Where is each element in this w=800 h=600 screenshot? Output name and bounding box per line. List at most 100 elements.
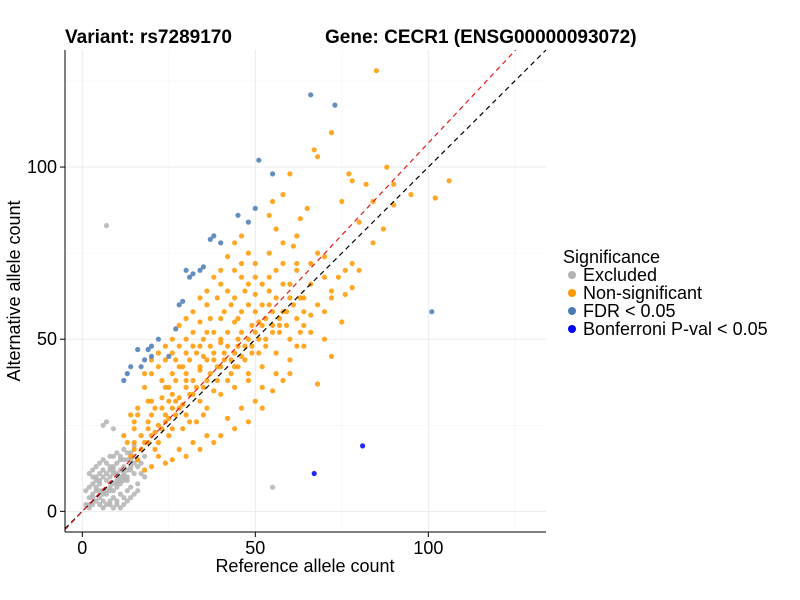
legend-label: Non-significant xyxy=(583,283,702,303)
point-non-significant xyxy=(135,412,141,418)
y-tick-label: 0 xyxy=(47,501,57,521)
point-fdr-0-05 xyxy=(173,326,179,332)
point-non-significant xyxy=(218,391,224,397)
point-non-significant xyxy=(304,205,310,211)
point-fdr-0-05 xyxy=(180,298,186,304)
point-non-significant xyxy=(266,302,272,308)
point-non-significant xyxy=(124,439,130,446)
point-non-significant xyxy=(211,274,217,280)
point-non-significant xyxy=(263,343,269,349)
point-non-significant xyxy=(211,350,217,356)
point-excluded xyxy=(121,501,127,508)
point-excluded xyxy=(138,460,144,466)
point-non-significant xyxy=(252,274,258,280)
point-non-significant xyxy=(349,260,355,267)
point-non-significant xyxy=(276,322,283,328)
point-non-significant xyxy=(280,240,286,246)
point-non-significant xyxy=(263,336,269,342)
point-fdr-0-05 xyxy=(190,271,196,277)
point-fdr-0-05 xyxy=(148,353,155,359)
point-non-significant xyxy=(162,412,168,418)
point-non-significant xyxy=(245,302,251,308)
chart-title-variant: Variant: rs7289170 xyxy=(65,27,232,48)
y-axis-title: Alternative allele count xyxy=(4,200,24,381)
point-non-significant xyxy=(145,419,151,425)
point-non-significant xyxy=(169,391,175,397)
point-non-significant xyxy=(232,384,238,390)
point-non-significant xyxy=(249,343,255,349)
point-excluded xyxy=(114,501,120,508)
point-non-significant xyxy=(287,336,293,342)
point-non-significant xyxy=(245,250,251,256)
point-excluded xyxy=(103,470,110,477)
point-excluded xyxy=(93,498,99,504)
point-non-significant xyxy=(321,254,328,260)
point-non-significant xyxy=(200,336,206,342)
point-excluded xyxy=(128,495,134,501)
point-excluded xyxy=(121,457,127,463)
point-non-significant xyxy=(135,405,141,411)
legend-swatch xyxy=(568,307,576,315)
point-non-significant xyxy=(297,295,303,301)
point-non-significant xyxy=(346,171,352,177)
point-non-significant xyxy=(152,429,158,435)
point-non-significant xyxy=(252,260,258,267)
point-non-significant xyxy=(169,426,175,432)
identity-line xyxy=(64,49,547,529)
point-excluded xyxy=(121,477,127,483)
point-non-significant xyxy=(321,336,328,342)
point-non-significant xyxy=(297,329,303,335)
point-non-significant xyxy=(148,371,155,377)
point-non-significant xyxy=(283,309,290,315)
point-excluded xyxy=(121,446,127,452)
point-non-significant xyxy=(256,350,262,356)
x-tick-label: 50 xyxy=(245,538,265,558)
point-excluded xyxy=(97,501,103,508)
point-excluded xyxy=(107,464,113,470)
point-non-significant xyxy=(183,377,189,384)
legend-label: FDR < 0.05 xyxy=(583,301,676,321)
point-excluded xyxy=(83,488,89,494)
point-non-significant xyxy=(245,377,251,384)
point-excluded xyxy=(135,488,141,494)
point-non-significant xyxy=(328,353,335,359)
point-non-significant xyxy=(190,439,196,446)
point-non-significant xyxy=(207,371,213,377)
point-non-significant xyxy=(252,398,258,404)
point-non-significant xyxy=(242,288,248,294)
point-excluded xyxy=(110,426,116,432)
point-non-significant xyxy=(408,192,414,198)
point-non-significant xyxy=(384,164,390,170)
fitted-ratio-line xyxy=(64,49,517,531)
point-non-significant xyxy=(290,302,296,308)
point-non-significant xyxy=(183,336,189,342)
point-excluded xyxy=(97,460,103,466)
point-non-significant xyxy=(155,453,161,459)
point-excluded xyxy=(97,477,103,483)
grid xyxy=(65,50,546,532)
point-non-significant xyxy=(183,412,189,418)
point-non-significant xyxy=(232,295,238,301)
point-non-significant xyxy=(283,322,290,328)
point-non-significant xyxy=(238,353,245,359)
point-non-significant xyxy=(315,381,321,387)
point-non-significant xyxy=(187,391,193,397)
point-non-significant xyxy=(321,274,328,280)
point-non-significant xyxy=(131,426,137,432)
point-non-significant xyxy=(249,322,255,328)
point-non-significant xyxy=(356,219,362,225)
point-non-significant xyxy=(294,260,300,267)
point-non-significant xyxy=(155,439,161,446)
point-excluded xyxy=(135,481,141,487)
point-non-significant xyxy=(221,350,227,356)
point-non-significant xyxy=(308,260,314,267)
point-excluded xyxy=(117,505,123,511)
point-non-significant xyxy=(225,343,231,349)
point-non-significant xyxy=(225,254,231,260)
point-non-significant xyxy=(259,281,265,287)
point-excluded xyxy=(107,474,113,480)
point-excluded xyxy=(103,477,110,483)
point-non-significant xyxy=(173,398,179,404)
point-excluded xyxy=(93,464,99,470)
point-non-significant xyxy=(259,384,265,390)
